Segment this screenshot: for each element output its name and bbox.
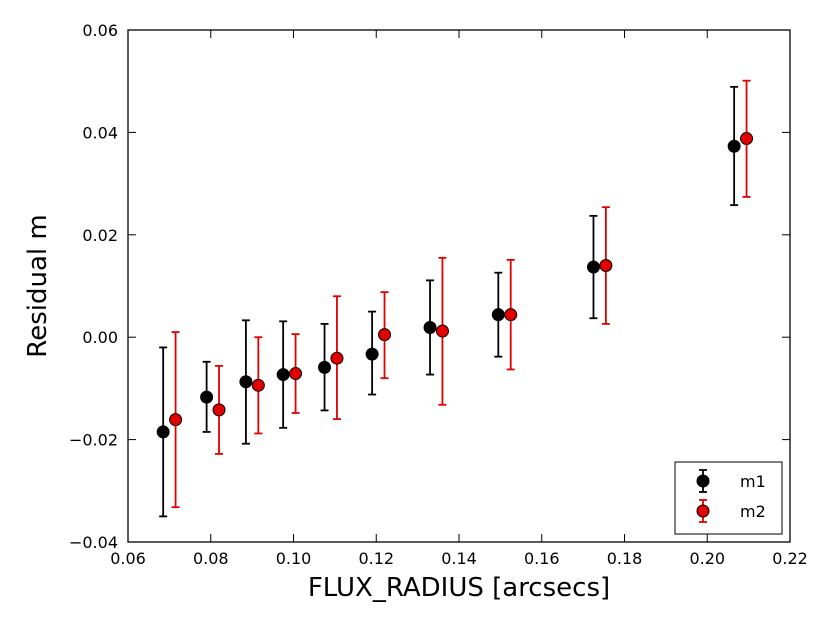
m2-point — [330, 351, 344, 365]
legend-label: m1 — [740, 472, 766, 491]
m2-point — [435, 324, 449, 338]
m1-point — [586, 260, 600, 274]
m1-point — [239, 375, 253, 389]
m2-point — [504, 308, 518, 322]
m1-point — [365, 347, 379, 361]
m1-point — [318, 360, 332, 374]
y-tick-label: 0.00 — [82, 328, 118, 347]
m1-point — [156, 425, 170, 439]
legend-entry-m2: m2 — [696, 499, 766, 523]
m1-point — [491, 308, 505, 322]
y-axis-label: Residual m — [23, 214, 53, 357]
legend-label: m2 — [740, 502, 766, 521]
y-tick-label: 0.02 — [82, 226, 118, 245]
x-tick-label: 0.10 — [276, 549, 312, 568]
y-tick-label: −0.02 — [69, 431, 118, 450]
legend-box — [674, 461, 783, 535]
m2-point — [251, 378, 265, 392]
legend-marker — [696, 504, 710, 518]
m2-point — [289, 367, 303, 381]
m1-point — [727, 139, 741, 153]
legend-entry-m1: m1 — [696, 469, 766, 493]
m1-point — [423, 320, 437, 334]
y-tick-label: 0.06 — [82, 21, 118, 40]
series-m2 — [169, 79, 754, 509]
x-tick-label: 0.12 — [358, 549, 394, 568]
data-marks — [156, 79, 754, 518]
legend-marker — [696, 474, 710, 488]
x-tick-label: 0.20 — [689, 549, 725, 568]
m2-point — [169, 413, 183, 427]
m1-point — [200, 390, 214, 404]
m2-point — [212, 403, 226, 417]
series-m1 — [156, 85, 741, 518]
x-tick-label: 0.08 — [193, 549, 229, 568]
legend: m1 m2 — [674, 461, 783, 535]
m2-point — [740, 132, 754, 146]
x-tick-label: 0.18 — [607, 549, 643, 568]
x-tick-label: 0.14 — [441, 549, 477, 568]
y-tick-label: −0.04 — [69, 533, 118, 552]
x-tick-label: 0.22 — [772, 549, 808, 568]
x-tick-label: 0.16 — [524, 549, 560, 568]
m2-point — [378, 328, 392, 342]
y-tick-label: 0.04 — [82, 123, 118, 142]
m2-point — [599, 259, 613, 273]
axis-ticks: 0.06 0.08 0.10 0.12 0.14 0.16 0.18 0.20 0.22 −0.0… — [69, 21, 808, 568]
m1-point — [276, 368, 290, 382]
x-tick-label: 0.06 — [110, 549, 146, 568]
x-axis-label: FLUX_RADIUS [arcsecs] — [308, 573, 610, 603]
